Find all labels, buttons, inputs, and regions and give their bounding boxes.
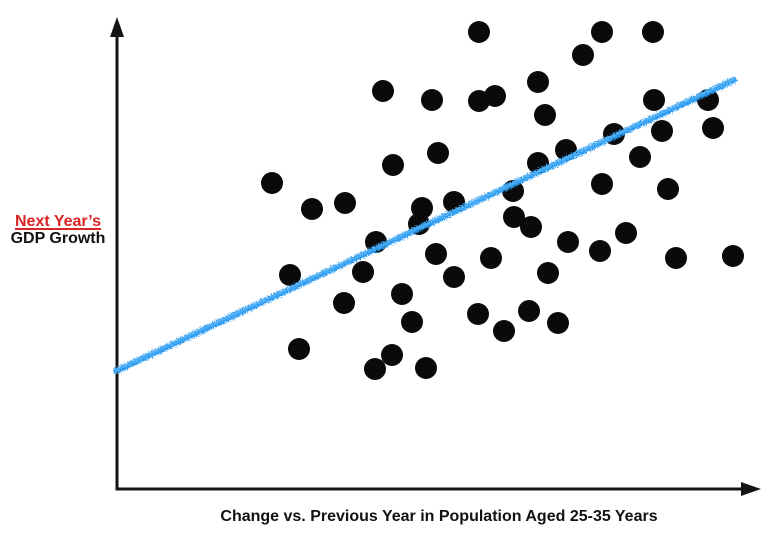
- data-point: [527, 71, 549, 93]
- data-point: [518, 300, 540, 322]
- data-point: [493, 320, 515, 342]
- data-point: [468, 90, 490, 112]
- data-point: [643, 89, 665, 111]
- y-axis-label: Next Year’s GDP Growth: [0, 213, 116, 247]
- data-point: [425, 243, 447, 265]
- data-point: [615, 222, 637, 244]
- data-point: [651, 120, 673, 142]
- data-point: [665, 247, 687, 269]
- data-point: [480, 247, 502, 269]
- data-point: [261, 172, 283, 194]
- data-point: [288, 338, 310, 360]
- data-point: [537, 262, 559, 284]
- data-point: [629, 146, 651, 168]
- data-point: [352, 261, 374, 283]
- x-axis-label: Change vs. Previous Year in Population A…: [220, 508, 658, 525]
- data-point: [333, 292, 355, 314]
- y-axis-arrow-icon: [110, 17, 124, 37]
- data-point: [468, 21, 490, 43]
- data-point: [722, 245, 744, 267]
- data-point: [557, 231, 579, 253]
- data-point: [443, 266, 465, 288]
- axes: [110, 17, 761, 496]
- data-point: [572, 44, 594, 66]
- trend-line: [113, 77, 737, 374]
- data-point: [401, 311, 423, 333]
- data-point: [591, 21, 613, 43]
- data-point: [364, 358, 386, 380]
- data-point: [534, 104, 556, 126]
- data-point: [702, 117, 724, 139]
- y-axis-label-line1: Next Year’s: [15, 213, 101, 230]
- trend-line-highlight: [114, 77, 736, 372]
- data-point: [381, 344, 403, 366]
- data-point: [391, 283, 413, 305]
- data-point: [427, 142, 449, 164]
- data-point: [382, 154, 404, 176]
- data-point: [547, 312, 569, 334]
- data-points: [261, 21, 744, 380]
- x-axis-arrow-icon: [741, 482, 761, 496]
- data-point: [589, 240, 611, 262]
- data-point: [467, 303, 489, 325]
- data-point: [301, 198, 323, 220]
- data-point: [657, 178, 679, 200]
- y-axis-label-line2: GDP Growth: [10, 230, 106, 247]
- data-point: [503, 206, 525, 228]
- data-point: [520, 216, 542, 238]
- data-point: [334, 192, 356, 214]
- data-point: [415, 357, 437, 379]
- data-point: [279, 264, 301, 286]
- data-point: [372, 80, 394, 102]
- data-point: [591, 173, 613, 195]
- data-point: [642, 21, 664, 43]
- data-point: [421, 89, 443, 111]
